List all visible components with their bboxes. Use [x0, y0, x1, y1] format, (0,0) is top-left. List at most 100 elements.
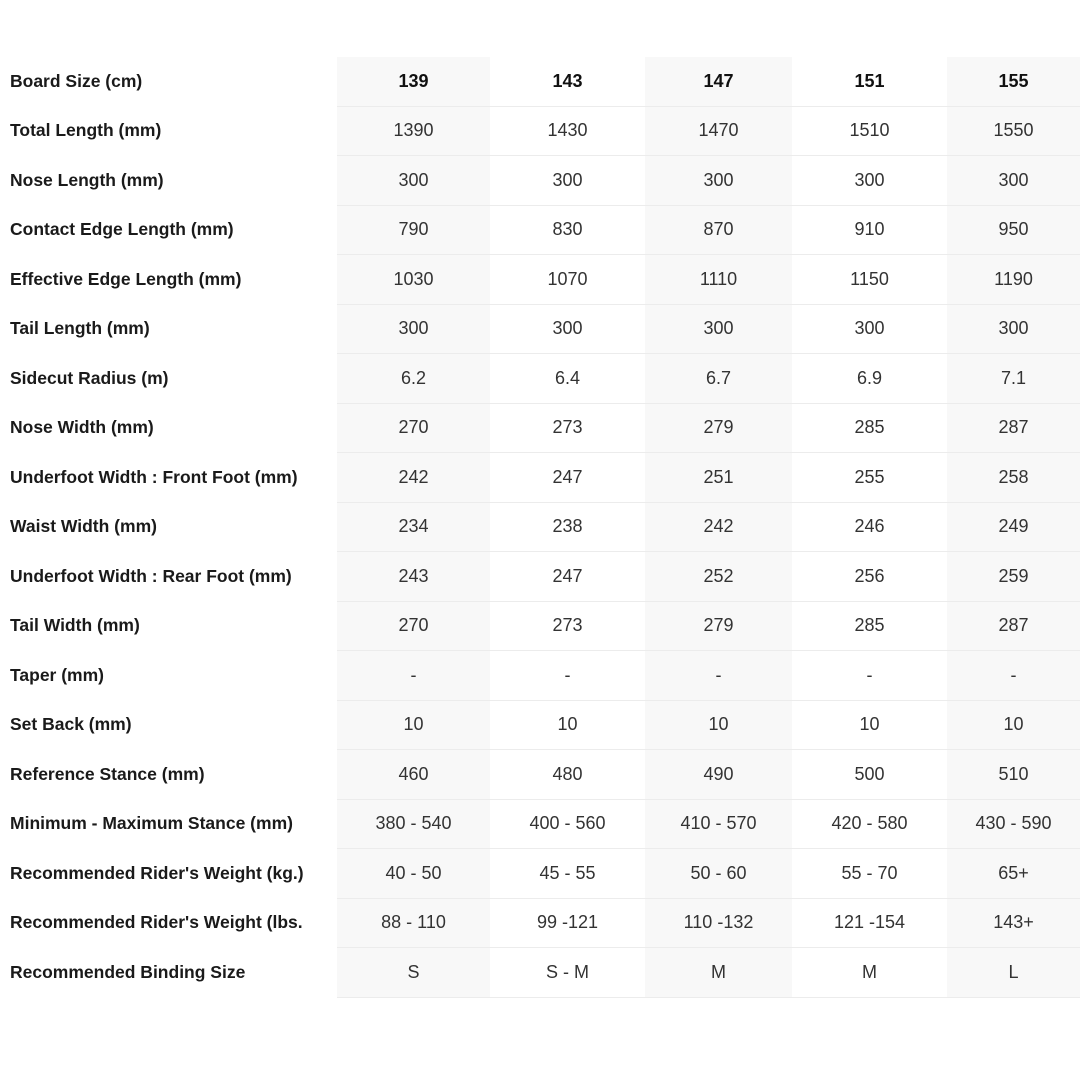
table-cell: 7.1	[947, 353, 1080, 404]
table-cell: 251	[645, 452, 792, 503]
table-cell: 420 - 580	[792, 799, 947, 849]
table-cell: 259	[947, 551, 1080, 602]
row-label: Set Back (mm)	[0, 700, 337, 750]
table-cell: 300	[337, 304, 490, 354]
table-cell: 1390	[337, 106, 490, 156]
table-cell: 910	[792, 205, 947, 255]
table-cell: 88 - 110	[337, 898, 490, 948]
table-cell: 270	[337, 403, 490, 453]
table-cell: 285	[792, 403, 947, 453]
row-label: Recommended Binding Size	[0, 947, 337, 997]
table-cell: 510	[947, 749, 1080, 800]
table-cell: 279	[645, 403, 792, 453]
table-cell: 40 - 50	[337, 848, 490, 899]
row-label: Minimum - Maximum Stance (mm)	[0, 799, 337, 849]
table-cell: 1470	[645, 106, 792, 156]
table-cell: 246	[792, 502, 947, 552]
table-cell: 10	[792, 700, 947, 750]
table-cell: 790	[337, 205, 490, 255]
table-cell: 1550	[947, 106, 1080, 156]
table-cell: 950	[947, 205, 1080, 255]
row-label: Nose Width (mm)	[0, 403, 337, 453]
table-row: Nose Length (mm) 300 300 300 300 300	[0, 155, 1080, 206]
table-row: Contact Edge Length (mm) 790 830 870 910 950	[0, 205, 1080, 255]
table-row: Set Back (mm) 10 10 10 10 10	[0, 700, 1080, 750]
table-cell: 380 - 540	[337, 799, 490, 849]
table-cell: 270	[337, 601, 490, 651]
table-cell: 243	[337, 551, 490, 602]
row-label: Contact Edge Length (mm)	[0, 205, 337, 255]
table-cell: 287	[947, 403, 1080, 453]
table-cell: 238	[490, 502, 645, 552]
table-cell: 45 - 55	[490, 848, 645, 899]
table-cell: 55 - 70	[792, 848, 947, 899]
table-cell: 300	[947, 155, 1080, 206]
table-cell: 247	[490, 452, 645, 503]
table-cell: 870	[645, 205, 792, 255]
table-row: Waist Width (mm) 234 238 242 246 249	[0, 502, 1080, 552]
board-size-spec-table: Board Size (cm) 139 143 147 151 155 Tota…	[0, 57, 1080, 998]
table-cell: S - M	[490, 947, 645, 998]
table-cell: 273	[490, 403, 645, 453]
table-row: Tail Width (mm) 270 273 279 285 287	[0, 601, 1080, 651]
header-label: Board Size (cm)	[0, 57, 337, 106]
row-label: Tail Width (mm)	[0, 601, 337, 651]
row-label: Underfoot Width : Rear Foot (mm)	[0, 551, 337, 601]
table-cell: 1150	[792, 254, 947, 305]
table-row: Reference Stance (mm) 460 480 490 500 510	[0, 749, 1080, 800]
table-cell: S	[337, 947, 490, 998]
table-cell: 287	[947, 601, 1080, 651]
table-row: Underfoot Width : Rear Foot (mm) 243 247 25…	[0, 551, 1080, 602]
table-cell: 10	[947, 700, 1080, 750]
table-cell: 258	[947, 452, 1080, 503]
table-cell: 50 - 60	[645, 848, 792, 899]
table-cell: 242	[645, 502, 792, 552]
table-cell: L	[947, 947, 1080, 998]
table-cell: 279	[645, 601, 792, 651]
table-cell: 6.2	[337, 353, 490, 404]
table-cell: 99 -121	[490, 898, 645, 948]
table-cell: 500	[792, 749, 947, 800]
row-label: Taper (mm)	[0, 650, 337, 700]
table-cell: -	[792, 650, 947, 701]
table-cell: 490	[645, 749, 792, 800]
table-cell: 110 -132	[645, 898, 792, 948]
table-cell: 400 - 560	[490, 799, 645, 849]
column-header: 151	[792, 57, 947, 107]
table-cell: 10	[645, 700, 792, 750]
row-label: Tail Length (mm)	[0, 304, 337, 354]
table-cell: 1030	[337, 254, 490, 305]
column-header: 147	[645, 57, 792, 107]
table-cell: 249	[947, 502, 1080, 552]
table-row: Underfoot Width : Front Foot (mm) 242 247 2…	[0, 452, 1080, 503]
table-cell: 242	[337, 452, 490, 503]
row-label: Nose Length (mm)	[0, 155, 337, 205]
table-row: Effective Edge Length (mm) 1030 1070 1110 11…	[0, 254, 1080, 305]
table-cell: M	[792, 947, 947, 998]
column-header: 143	[490, 57, 645, 107]
table-cell: 300	[490, 304, 645, 354]
table-cell: 285	[792, 601, 947, 651]
table-row: Tail Length (mm) 300 300 300 300 300	[0, 304, 1080, 354]
table-cell: 1430	[490, 106, 645, 156]
table-cell: 410 - 570	[645, 799, 792, 849]
table-cell: 234	[337, 502, 490, 552]
table-cell: 273	[490, 601, 645, 651]
row-label: Total Length (mm)	[0, 106, 337, 156]
table-cell: 255	[792, 452, 947, 503]
table-cell: M	[645, 947, 792, 998]
table-cell: 300	[645, 304, 792, 354]
table-cell: 6.4	[490, 353, 645, 404]
table-row: Sidecut Radius (m) 6.2 6.4 6.7 6.9 7.1	[0, 353, 1080, 404]
table-cell: -	[645, 650, 792, 701]
table-cell: 300	[947, 304, 1080, 354]
table-cell: 300	[645, 155, 792, 206]
column-header: 139	[337, 57, 490, 107]
row-label: Waist Width (mm)	[0, 502, 337, 552]
table-row: Nose Width (mm) 270 273 279 285 287	[0, 403, 1080, 453]
table-cell: 300	[490, 155, 645, 206]
column-header: 155	[947, 57, 1080, 107]
table-cell: 10	[490, 700, 645, 750]
row-label: Recommended Rider's Weight (lbs.	[0, 898, 337, 948]
